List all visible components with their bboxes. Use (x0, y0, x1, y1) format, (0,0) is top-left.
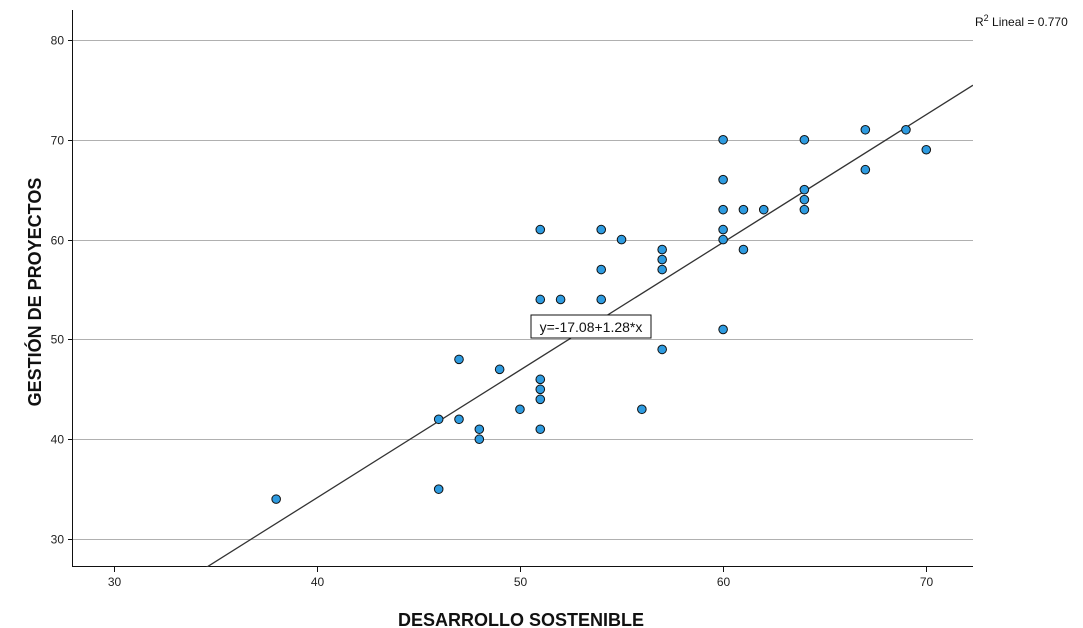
data-point (454, 414, 464, 425)
x-tick-label-70: 70 (920, 575, 934, 589)
data-point (860, 164, 871, 175)
data-point (616, 234, 627, 245)
y-tick-labels: 30 40 50 60 70 80 (51, 34, 73, 547)
data-point (596, 294, 607, 305)
data-point (718, 234, 728, 245)
data-point (535, 424, 546, 435)
data-point (657, 344, 667, 355)
data-point (535, 394, 546, 405)
data-point (494, 364, 505, 375)
y-axis-title: GESTIÓN DE PROYECTOS (24, 178, 45, 407)
data-point (738, 244, 749, 255)
data-point (718, 224, 728, 235)
x-axis-title: DESARROLLO SOSTENIBLE (398, 610, 644, 628)
regression-line (205, 84, 973, 567)
data-point (657, 254, 667, 265)
r2-label: R2 Lineal = 0.770 (975, 13, 1068, 29)
data-point (596, 264, 607, 275)
grid-lines (73, 40, 973, 540)
data-point (799, 194, 810, 205)
x-tick-label-60: 60 (717, 575, 731, 589)
data-point (799, 184, 810, 195)
data-point (799, 204, 810, 215)
y-tick-label-30: 30 (51, 533, 65, 547)
y-tick-label-80: 80 (51, 34, 65, 48)
data-point (474, 424, 485, 435)
equation-box: y=-17.08+1.28*x (530, 314, 652, 339)
data-point (799, 134, 810, 145)
data-points (271, 124, 932, 504)
x-tick-label-50: 50 (514, 575, 528, 589)
data-point (535, 384, 546, 395)
data-point (555, 294, 566, 305)
x-tick-label-40: 40 (311, 575, 325, 589)
data-point (758, 204, 769, 215)
data-point (535, 294, 546, 305)
y-tick-label-60: 60 (51, 234, 65, 248)
y-tick-label-70: 70 (51, 134, 65, 148)
data-point (271, 494, 281, 504)
data-point (860, 124, 871, 135)
data-point (637, 404, 647, 415)
x-tick-labels: 30 40 50 60 70 (108, 567, 934, 589)
data-point (738, 204, 749, 215)
equation-label: y=-17.08+1.28*x (540, 319, 643, 335)
data-point (901, 124, 911, 135)
data-point (657, 244, 667, 255)
data-point (535, 374, 546, 385)
data-point (515, 404, 525, 415)
data-point (921, 144, 932, 155)
data-point (535, 224, 546, 235)
y-tick-label-50: 50 (51, 333, 65, 347)
data-point (718, 204, 728, 215)
data-point (718, 134, 728, 145)
data-point (474, 434, 485, 445)
data-point (657, 264, 667, 275)
x-tick-label-30: 30 (108, 575, 122, 589)
data-point (596, 224, 607, 235)
data-point (433, 484, 444, 494)
data-point (718, 174, 728, 185)
data-point (718, 324, 728, 335)
y-tick-label-40: 40 (51, 433, 65, 447)
data-point (433, 414, 444, 425)
fit-line-group (205, 84, 973, 567)
data-point (454, 354, 464, 365)
